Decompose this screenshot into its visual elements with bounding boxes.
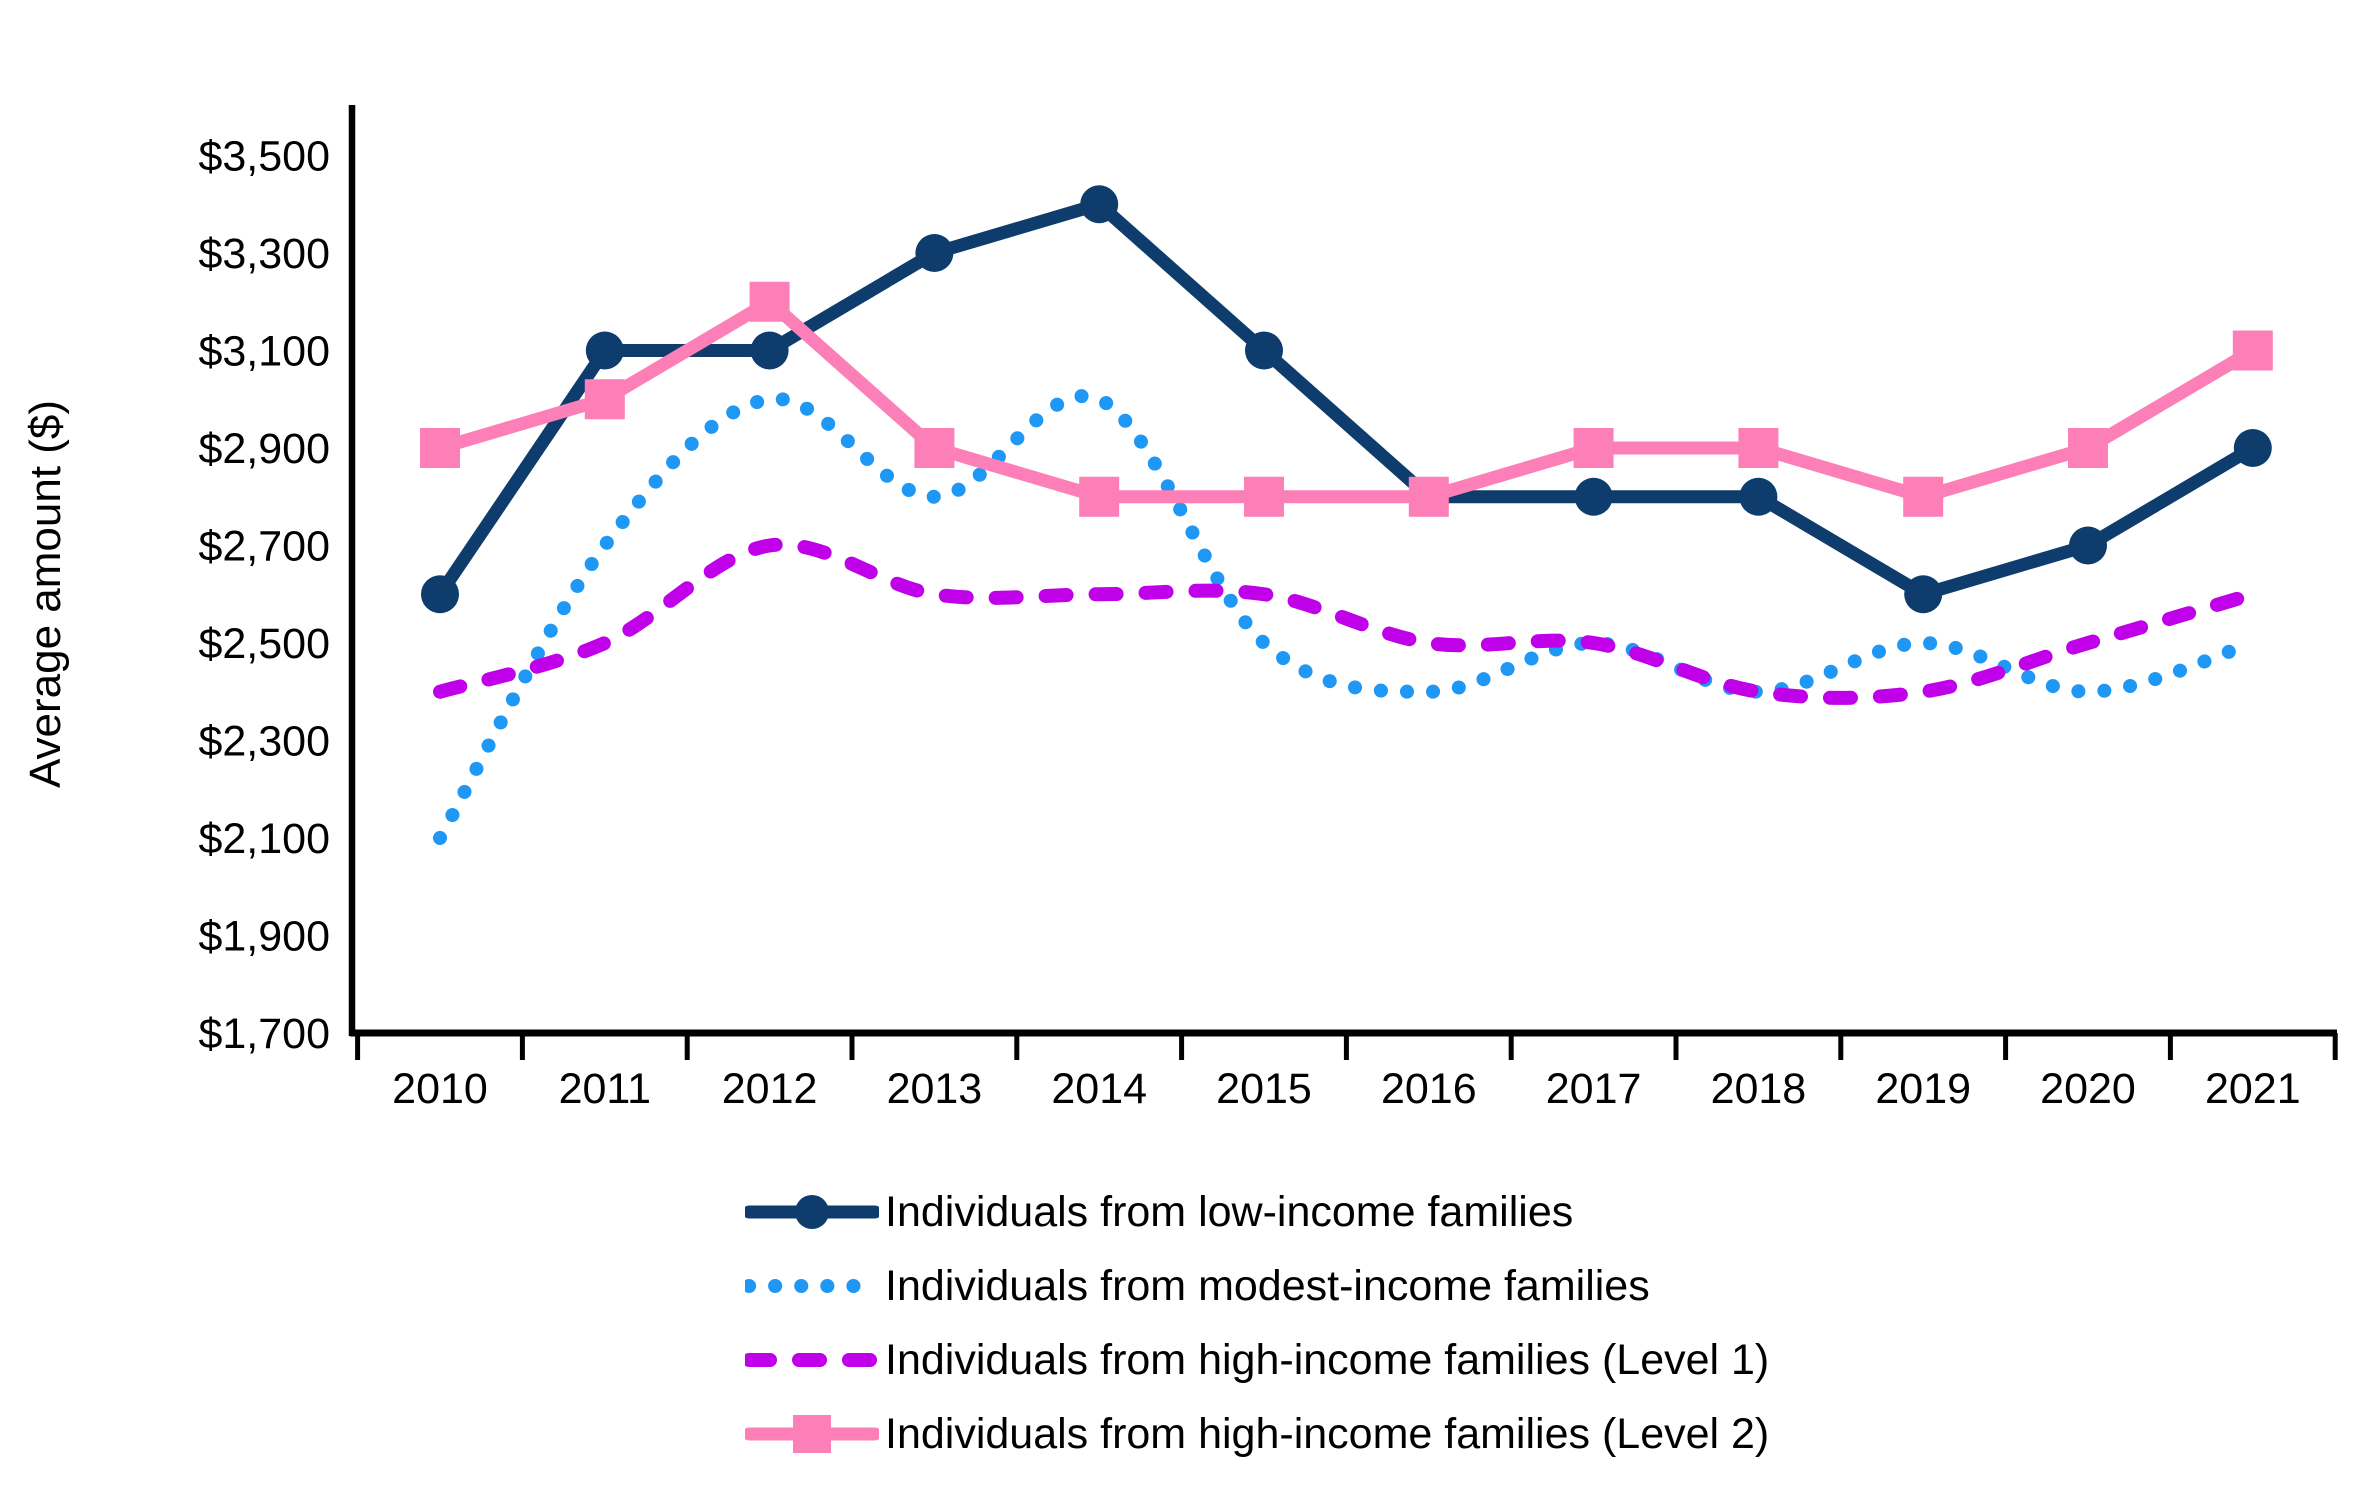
data-point-marker — [2068, 428, 2108, 468]
legend-item: Individuals from high-income families (L… — [745, 1408, 1769, 1460]
y-tick-label: $1,900 — [198, 913, 330, 961]
legend-swatch-dotted-icon — [745, 1279, 879, 1293]
data-point-marker — [2232, 330, 2273, 371]
data-point-marker — [1574, 477, 1613, 516]
y-tick-label: $2,900 — [198, 425, 330, 473]
y-tick-label: $2,300 — [198, 718, 330, 766]
data-point-marker — [1408, 476, 1449, 517]
axes: $1,700 $1,900 $2,100 $2,300 $2,500 $2,700 $2,9… — [198, 105, 2338, 1113]
y-axis-title: Average amount ($) — [21, 400, 70, 788]
data-point-marker — [2069, 526, 2107, 565]
y-tick-label: $2,100 — [198, 815, 330, 863]
data-point-marker — [420, 428, 460, 468]
data-point-marker — [1739, 477, 1778, 516]
x-tick-label: 2011 — [559, 1065, 651, 1113]
x-tick-label: 2016 — [1381, 1065, 1477, 1113]
data-point-marker — [1738, 428, 1779, 468]
x-tick-label: 2018 — [1711, 1065, 1807, 1113]
series-line — [433, 197, 2260, 601]
y-tick-label: $3,300 — [198, 230, 330, 278]
legend-item: Individuals from high-income families (L… — [745, 1334, 1769, 1386]
y-tick-label: $2,500 — [198, 620, 330, 668]
y-tick-label: $2,700 — [198, 523, 330, 571]
data-point-marker — [1245, 331, 1283, 370]
x-tick-label: 2015 — [1216, 1065, 1312, 1113]
data-point-marker — [585, 331, 624, 370]
y-tick-label: $1,700 — [198, 1010, 330, 1058]
series-lines — [420, 185, 2273, 845]
data-point-marker — [1573, 428, 1614, 468]
data-point-marker — [1903, 476, 1944, 517]
data-point-marker — [421, 575, 459, 614]
data-point-marker — [1904, 575, 1943, 614]
x-tick-label: 2010 — [392, 1065, 488, 1113]
legend-label: Individuals from high-income families (L… — [885, 1335, 1770, 1384]
data-point-marker — [584, 379, 625, 420]
x-tick-label: 2013 — [887, 1065, 983, 1113]
x-tick-label: 2020 — [2040, 1065, 2136, 1113]
data-point-marker — [1080, 185, 1119, 224]
x-tick-label: 2012 — [722, 1065, 818, 1113]
legend: Individuals from low-income families Indi… — [745, 1186, 1769, 1460]
y-tick-label: $3,100 — [198, 328, 330, 376]
legend-swatch-solid-square-icon — [745, 1415, 879, 1453]
data-point-marker — [749, 281, 790, 322]
legend-item: Individuals from modest-income families — [745, 1260, 1769, 1312]
data-point-marker — [914, 428, 955, 468]
data-point-marker — [915, 234, 954, 272]
x-tick-label: 2017 — [1546, 1065, 1642, 1113]
x-tick-label: 2019 — [1875, 1065, 1971, 1113]
data-point-marker — [1079, 476, 1120, 517]
legend-swatch-solid-circle-icon — [745, 1195, 879, 1229]
data-point-marker — [750, 331, 789, 370]
x-tick-label: 2014 — [1051, 1065, 1147, 1113]
legend-swatch-dashed-icon — [745, 1353, 879, 1367]
series-line — [433, 389, 2260, 845]
data-point-marker — [1244, 476, 1284, 517]
data-point-marker — [2233, 429, 2272, 467]
y-tick-label: $3,500 — [198, 133, 330, 181]
series-line — [433, 537, 2260, 705]
legend-item: Individuals from low-income families — [745, 1186, 1769, 1238]
x-tick-label: 2021 — [2205, 1065, 2301, 1113]
legend-label: Individuals from low-income families — [885, 1187, 1574, 1236]
legend-label: Individuals from modest-income families — [885, 1261, 1650, 1310]
series-line — [433, 295, 2260, 504]
legend-label: Individuals from high-income families (L… — [885, 1409, 1770, 1458]
